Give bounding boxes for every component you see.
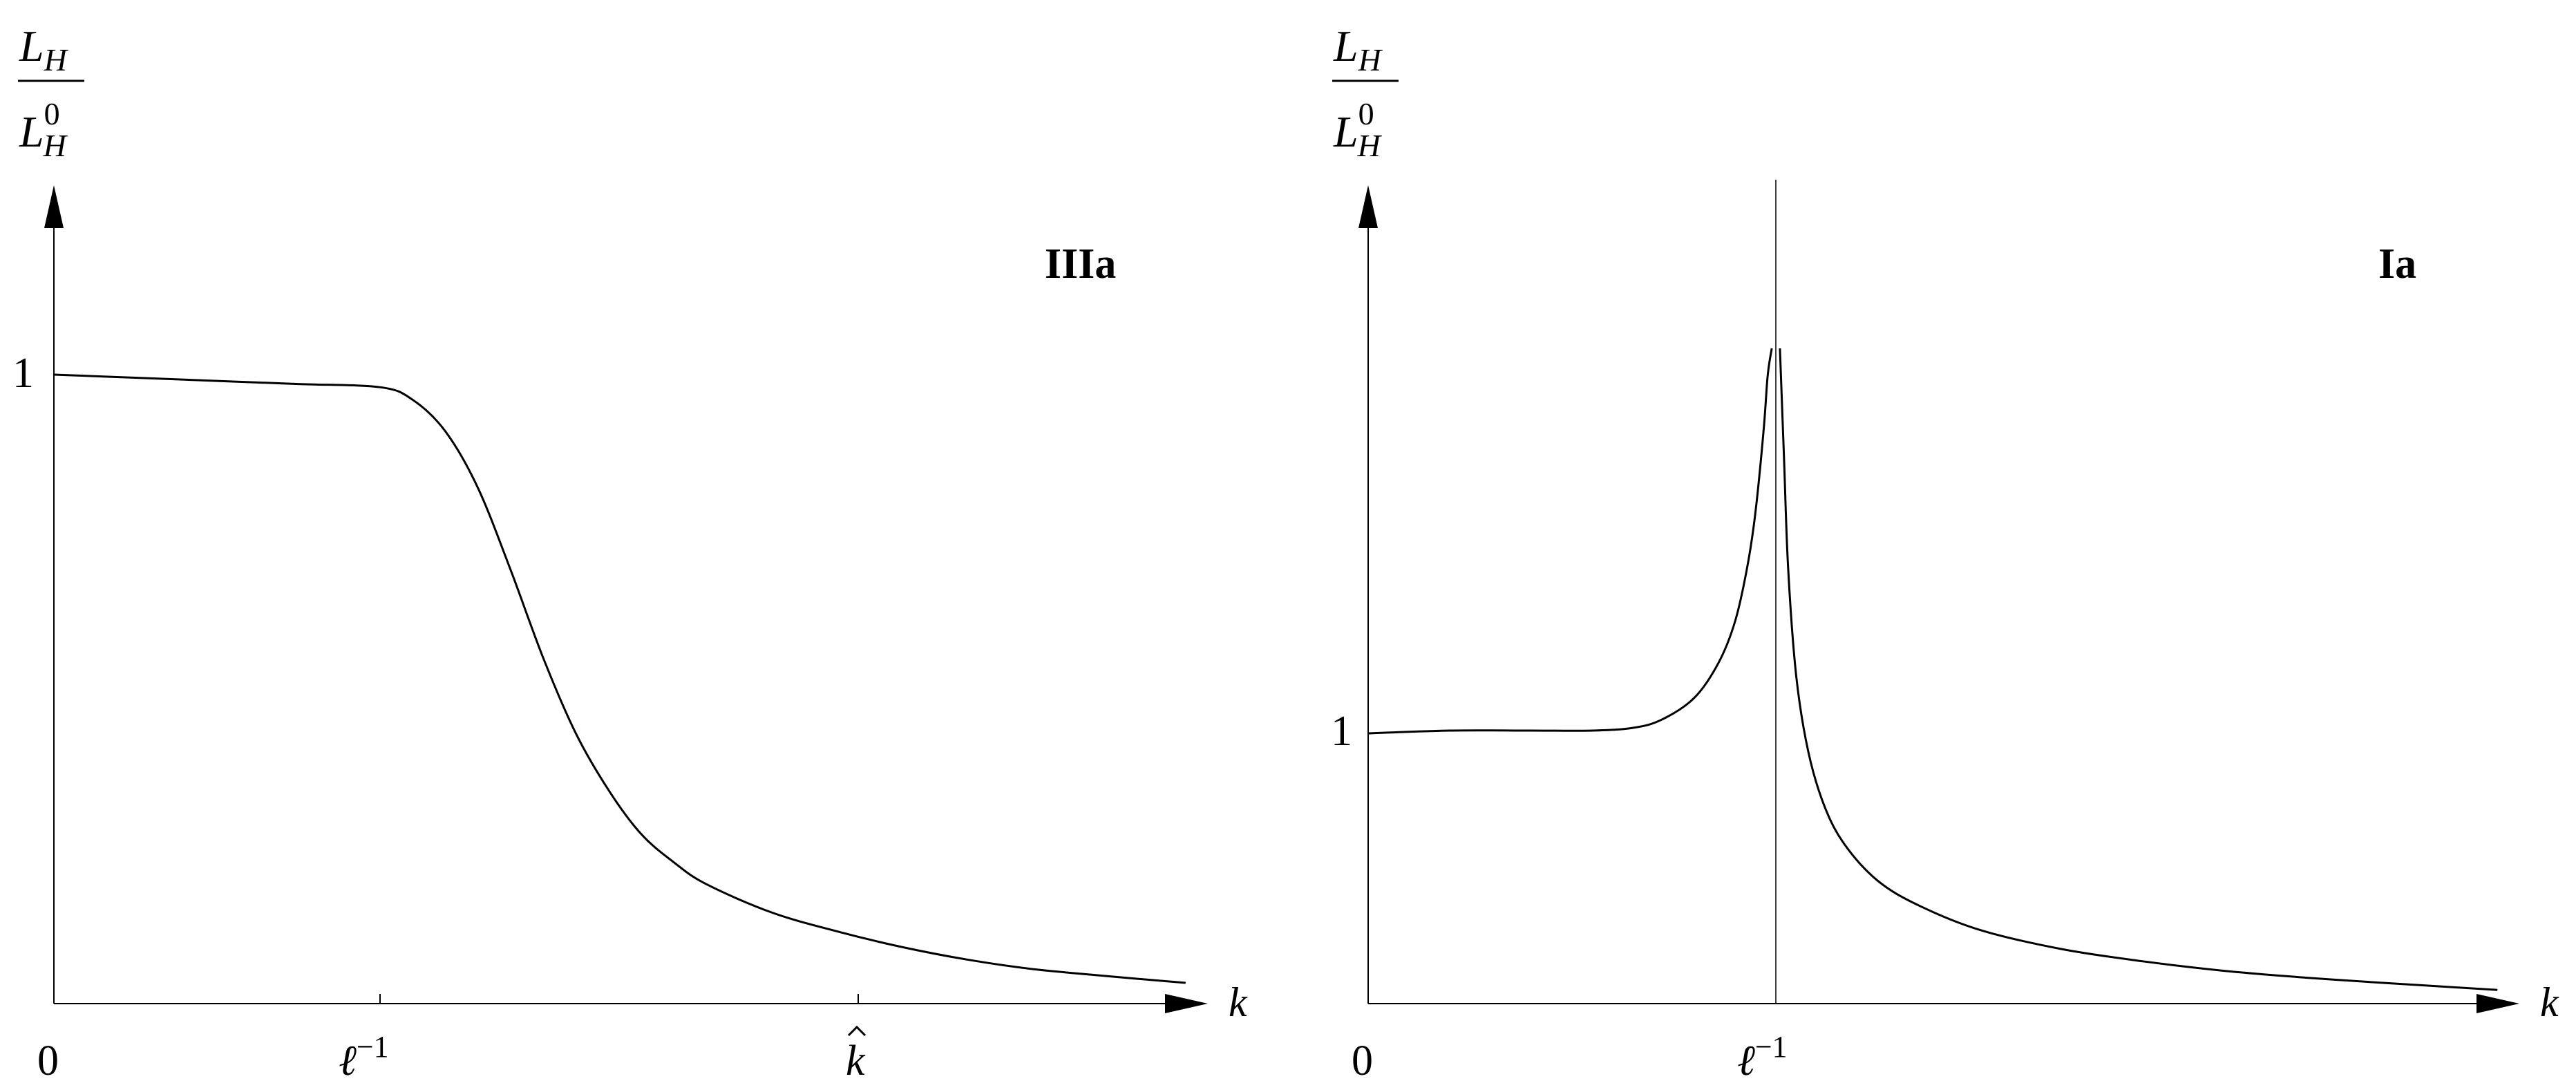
panel-label: Ia bbox=[2378, 241, 2416, 288]
x-tick-label-ell-sup: −1 bbox=[1755, 1030, 1788, 1064]
x-tick-label-k-hat: k bbox=[846, 1025, 866, 1084]
y-label-numerator-base: L bbox=[19, 21, 44, 71]
x-tick-label-0: 0 bbox=[37, 1037, 59, 1084]
x-axis-arrowhead bbox=[2476, 994, 2519, 1013]
y-tick-label-1: 1 bbox=[1331, 708, 1352, 755]
x-tick-label-ell: ℓ bbox=[1737, 1037, 1755, 1084]
x-tick-label-ell-inverse: ℓ−1 bbox=[1737, 1030, 1788, 1084]
series-curve bbox=[53, 373, 1186, 984]
y-label-denominator: L0 H bbox=[1333, 96, 1383, 163]
y-label-denominator: L0 H bbox=[19, 96, 68, 163]
y-label-denominator-sub: H bbox=[43, 128, 68, 163]
y-label-denominator-sup: 0 bbox=[1358, 96, 1374, 131]
y-axis-label: LH L0 H bbox=[18, 21, 84, 163]
y-axis-arrowhead bbox=[44, 185, 64, 228]
x-tick-label-ell: ℓ bbox=[339, 1037, 357, 1084]
x-tick-label-ell-sup: −1 bbox=[357, 1030, 389, 1064]
x-tick-label-k: k bbox=[846, 1037, 866, 1084]
y-tick-label-1: 1 bbox=[12, 350, 34, 397]
y-label-numerator-sub: H bbox=[1358, 42, 1383, 77]
y-label-numerator-base: L bbox=[1333, 21, 1358, 71]
x-axis-label: k bbox=[1229, 979, 1248, 1025]
y-label-denominator-base: L bbox=[19, 107, 44, 156]
y-axis-arrowhead bbox=[1358, 185, 1378, 228]
y-label-denominator-sub: H bbox=[1357, 128, 1383, 163]
y-label-numerator: LH bbox=[1333, 21, 1383, 77]
panel-iiia: LH L0 H k IIIa 1 0 ℓ−1 k bbox=[12, 21, 1248, 1084]
y-axis-label: LH L0 H bbox=[1332, 21, 1399, 163]
y-label-numerator-sub: H bbox=[44, 42, 69, 77]
x-tick-label-0: 0 bbox=[1352, 1037, 1373, 1084]
y-label-numerator: LH bbox=[19, 21, 69, 77]
panel-label: IIIa bbox=[1045, 241, 1116, 288]
series-curve-left-branch bbox=[1367, 348, 1773, 735]
y-label-denominator-sup: 0 bbox=[44, 96, 60, 131]
y-label-denominator-base: L bbox=[1333, 107, 1358, 156]
x-axis-arrowhead bbox=[1165, 994, 1208, 1013]
series-curve-right-branch bbox=[1779, 348, 2498, 991]
x-axis-label: k bbox=[2540, 979, 2559, 1025]
panel-ia: LH L0 H k Ia 1 0 ℓ−1 bbox=[1331, 21, 2559, 1084]
x-tick-label-ell-inverse: ℓ−1 bbox=[339, 1030, 389, 1084]
hat-accent bbox=[847, 1025, 866, 1037]
